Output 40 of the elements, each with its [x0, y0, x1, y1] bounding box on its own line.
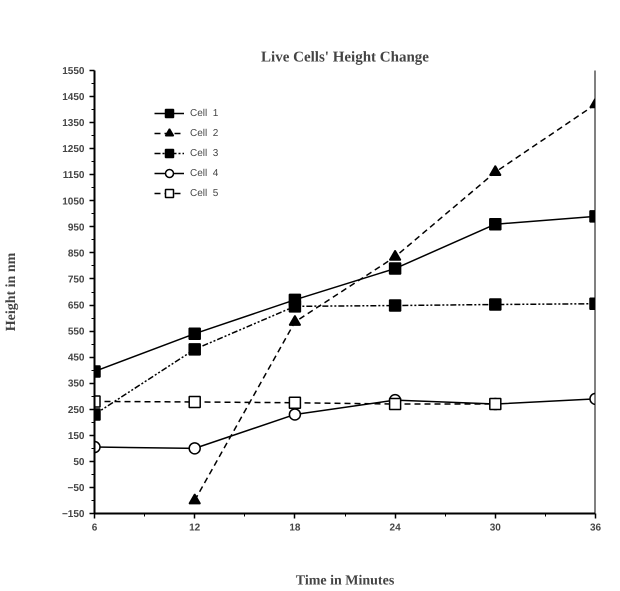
y-tick-label: 1350 — [62, 118, 85, 130]
y-tick-label: 450 — [68, 352, 85, 364]
legend-label: Cell 3 — [190, 148, 218, 158]
chart-title: Live Cells' Height Change — [261, 50, 430, 66]
point — [288, 300, 302, 313]
x-tick-label: 18 — [289, 522, 301, 534]
y-tick-label: 150 — [68, 430, 85, 442]
point — [388, 299, 402, 312]
x-axis-title: Time in Minutes — [296, 574, 395, 588]
x-tick-label: 36 — [590, 522, 602, 534]
y-tick-label: 1050 — [62, 196, 85, 208]
y-tick-label: 750 — [68, 274, 85, 286]
point — [288, 314, 302, 326]
y-tick-label: 650 — [68, 300, 85, 312]
point — [288, 408, 302, 421]
y-tick-label: 1150 — [62, 170, 85, 182]
point — [388, 398, 402, 410]
y-tick-label: 850 — [68, 248, 85, 260]
y-tick-label: 1450 — [62, 92, 85, 104]
legend-label: Cell 1 — [190, 108, 218, 118]
y-tick-label: −50 — [68, 482, 85, 494]
point — [288, 396, 302, 409]
y-tick-label: 550 — [68, 326, 85, 338]
y-tick-label: 950 — [68, 222, 85, 234]
legend-label: Cell 4 — [190, 168, 218, 178]
x-tick-label: 30 — [490, 522, 502, 534]
x-tick-label: 6 — [92, 522, 98, 534]
y-tick-label: 50 — [73, 456, 85, 468]
legend-label: Cell 2 — [190, 128, 218, 138]
point — [388, 262, 402, 275]
y-tick-label: −150 — [62, 509, 85, 520]
x-tick-label: 24 — [390, 522, 402, 534]
y-tick-label: 1250 — [62, 144, 85, 156]
legend-label: Cell 5 — [190, 188, 218, 198]
x-tick-label: 12 — [189, 522, 201, 534]
y-tick-label: 250 — [68, 404, 85, 416]
y-tick-label: 1550 — [62, 66, 85, 77]
point — [388, 250, 402, 261]
y-axis-title: Height in nm — [4, 252, 19, 332]
y-tick-label: 350 — [68, 378, 85, 390]
